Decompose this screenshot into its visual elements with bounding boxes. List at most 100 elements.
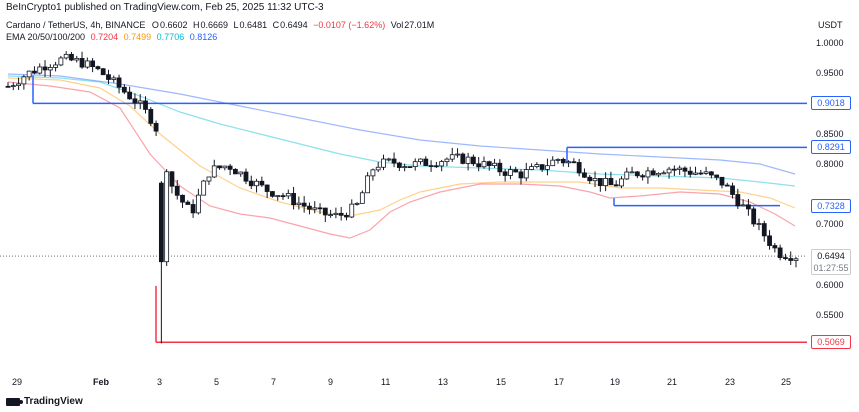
- candle-body: [238, 171, 244, 175]
- candle-body: [597, 178, 603, 187]
- level-price-tag: 0.7328: [811, 198, 851, 213]
- candle-body: [698, 172, 704, 175]
- ema20-value: 0.7204: [90, 32, 119, 42]
- candle-body: [687, 170, 693, 175]
- candle-body: [32, 70, 37, 74]
- level-price-tag: 0.8291: [811, 140, 851, 155]
- candle-body: [439, 161, 445, 167]
- candle-body: [58, 57, 64, 66]
- candle-body: [296, 202, 302, 206]
- candle-body: [349, 203, 355, 218]
- candle-body: [291, 193, 296, 206]
- candle-body: [254, 180, 259, 187]
- ema50-line: [7, 77, 796, 217]
- candle-body: [603, 177, 609, 187]
- candle-body: [613, 184, 619, 187]
- candle-body: [206, 176, 212, 182]
- candle-body: [656, 172, 661, 176]
- candle-body: [121, 86, 127, 93]
- candle-body: [264, 184, 270, 192]
- ema20-line: [7, 81, 796, 239]
- price-tick-label: 0.6000: [816, 279, 844, 290]
- date-tick-label: Feb: [93, 377, 110, 387]
- candle-body: [513, 169, 519, 173]
- ema100-value: 0.7706: [156, 32, 185, 42]
- candle-body: [21, 76, 27, 85]
- candle-body: [592, 178, 598, 182]
- date-tick-label: 25: [781, 377, 792, 387]
- candle-body: [751, 208, 757, 225]
- candle-body: [111, 77, 117, 80]
- candle-body: [174, 185, 180, 196]
- candle-body: [381, 158, 386, 168]
- candle-body: [222, 165, 228, 169]
- candle-body: [127, 91, 133, 100]
- candle-body: [354, 202, 360, 205]
- low-value: 0.6481: [239, 20, 268, 30]
- candle-body: [449, 154, 455, 160]
- candle-body: [539, 164, 545, 170]
- ema200-line: [7, 73, 796, 175]
- candle-body: [217, 165, 222, 169]
- candle-body: [492, 162, 497, 167]
- candle-body: [270, 191, 275, 197]
- footer-brand: TradingView: [24, 396, 83, 407]
- candle-body: [285, 193, 291, 197]
- candle-body: [402, 166, 408, 168]
- candle-body: [391, 158, 397, 164]
- candle-body: [788, 258, 794, 261]
- candle-body: [582, 172, 587, 178]
- high-label: H: [192, 20, 200, 30]
- chart-area[interactable]: [0, 16, 807, 390]
- candle-body: [571, 161, 577, 164]
- candle-body: [201, 180, 207, 196]
- candle-body: [280, 195, 286, 198]
- candle-body: [650, 170, 656, 176]
- price-chart[interactable]: [0, 16, 807, 390]
- candle-body: [412, 161, 418, 168]
- date-tick-label: 11: [381, 377, 391, 387]
- price-tick-label: 0.5500: [816, 310, 844, 321]
- candle-body: [90, 60, 96, 68]
- bottom-bar: [0, 390, 859, 412]
- candle-body: [518, 171, 524, 179]
- candle-body: [190, 204, 196, 214]
- price-tick-label: 0.9500: [816, 68, 844, 79]
- candle-body: [433, 165, 439, 168]
- low-label: L: [233, 20, 239, 30]
- candle-body: [608, 177, 614, 186]
- candle-body: [211, 165, 217, 178]
- candle-body: [164, 171, 170, 263]
- candle-body: [116, 77, 122, 88]
- candle-body: [761, 223, 767, 237]
- candle-body: [523, 169, 529, 179]
- candle-body: [746, 204, 751, 210]
- date-tick-label: 21: [667, 377, 678, 387]
- candle-body: [423, 158, 429, 166]
- candle-body: [735, 194, 741, 207]
- high-value: 0.6669: [200, 20, 229, 30]
- candle-body: [132, 98, 138, 104]
- current-price-tag: 0.6494 01:27:55: [811, 249, 851, 276]
- date-tick-label: 15: [496, 377, 507, 387]
- candle-body: [772, 245, 778, 249]
- date-tick-label: 13: [438, 377, 449, 387]
- current-price-value: 0.6494: [817, 251, 845, 262]
- ema100-line: [7, 75, 796, 187]
- candle-body: [143, 100, 148, 110]
- tradingview-logo[interactable]: TradingView: [6, 396, 83, 407]
- candle-body: [95, 66, 101, 70]
- currency-label: USDT: [818, 20, 843, 30]
- candle-body: [106, 74, 111, 80]
- close-label: C: [272, 20, 280, 30]
- candle-body: [317, 207, 323, 210]
- candle-body: [180, 194, 185, 203]
- candle-body: [777, 247, 783, 258]
- candle-body: [233, 168, 238, 175]
- candle-body: [629, 171, 635, 174]
- candle-body: [37, 66, 43, 74]
- candle-body: [185, 201, 191, 205]
- candle-body: [666, 168, 672, 174]
- candle-body: [677, 167, 683, 170]
